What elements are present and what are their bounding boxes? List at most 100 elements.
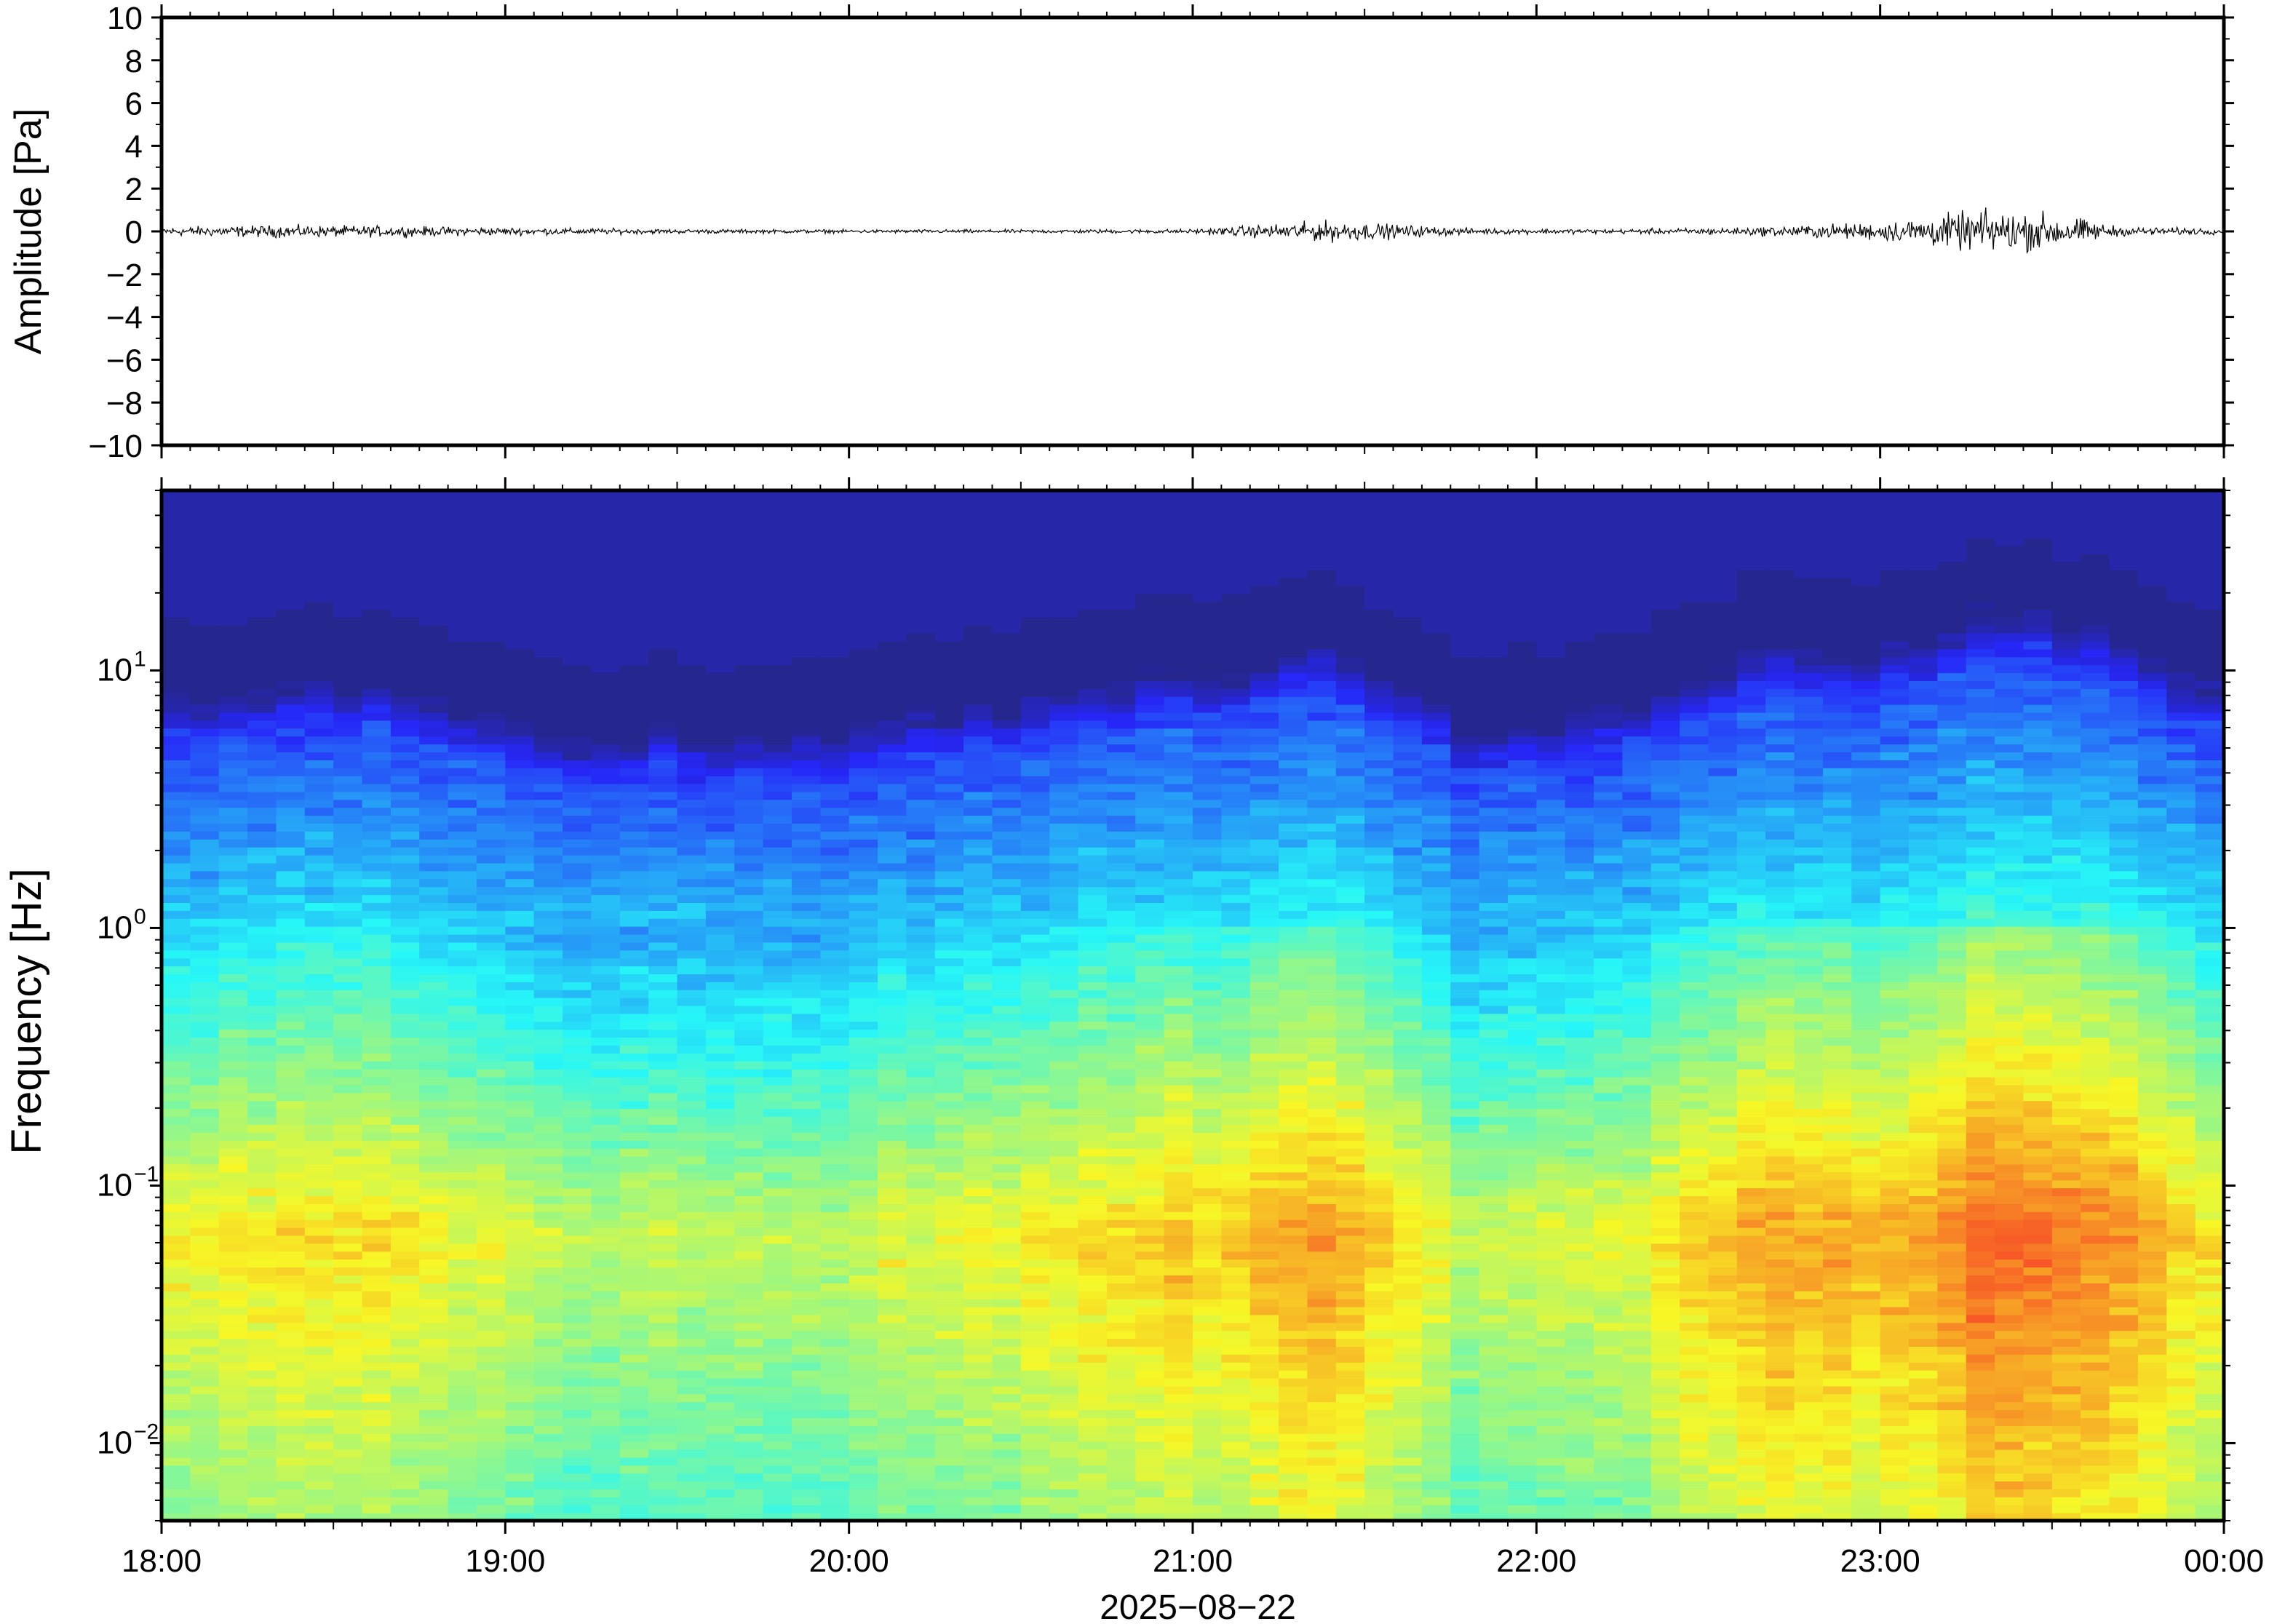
spectrogram-cell xyxy=(333,562,363,570)
spectrogram-cell xyxy=(648,609,678,618)
spectrogram-cell xyxy=(763,1227,792,1236)
spectrogram-cell xyxy=(1020,918,1050,927)
spectrogram-cell xyxy=(563,1306,592,1315)
spectrogram-cell xyxy=(563,1148,592,1157)
spectrogram-cell xyxy=(763,1497,792,1505)
spectrogram-cell xyxy=(591,1100,621,1110)
spectrogram-cell xyxy=(563,982,592,990)
spectrogram-cell xyxy=(276,1227,306,1236)
spectrogram-cell xyxy=(763,1045,792,1054)
spectrogram-cell xyxy=(763,538,792,546)
spectrogram-cell xyxy=(390,1346,420,1355)
spectrogram-cell xyxy=(333,1108,363,1118)
spectrogram-cell xyxy=(934,1338,964,1347)
spectrogram-cell xyxy=(419,1449,449,1458)
spectrogram-cell xyxy=(677,998,707,1006)
spectrogram-cell xyxy=(1221,1362,1251,1371)
spectrogram-cell xyxy=(476,546,506,554)
spectrogram-cell xyxy=(476,990,506,998)
spectrogram-cell xyxy=(705,577,735,586)
spectrogram-cell xyxy=(505,1409,535,1418)
spectrogram-cell xyxy=(878,1077,907,1086)
spectrogram-cell xyxy=(476,1354,506,1363)
spectrogram-cell xyxy=(333,1187,363,1197)
spectrogram-cell xyxy=(533,1100,563,1110)
spectrogram-cell xyxy=(276,1385,306,1395)
spectrogram-cell xyxy=(763,1489,792,1497)
spectrogram-cell xyxy=(1135,990,1165,998)
spectrogram-cell xyxy=(304,1433,334,1442)
spectrogram-cell xyxy=(734,577,764,586)
spectrogram-cell xyxy=(1078,823,1108,832)
spectrogram-cell xyxy=(362,640,392,650)
spectrogram-cell xyxy=(1221,1187,1251,1197)
spectrogram-cell xyxy=(1020,648,1050,658)
spectrogram-cell xyxy=(619,1203,649,1212)
spectrogram-cell xyxy=(247,1417,277,1426)
spectrogram-cell xyxy=(247,1092,277,1102)
spectrogram-cell xyxy=(162,1132,191,1141)
spectrogram-cell xyxy=(705,1362,735,1371)
spectrogram-cell xyxy=(190,1441,220,1450)
spectrogram-cell xyxy=(878,506,907,515)
spectrogram-cell xyxy=(419,1330,449,1340)
spectrogram-cell xyxy=(190,1306,220,1315)
spectrogram-cell xyxy=(1164,1203,1193,1212)
spectrogram-cell xyxy=(1164,601,1193,610)
spectrogram-cell xyxy=(533,640,563,650)
spectrogram-cell xyxy=(362,554,392,562)
spectrogram-cell xyxy=(849,831,878,840)
spectrogram-cell xyxy=(190,1084,220,1094)
spectrogram-cell xyxy=(247,648,277,658)
spectrogram-cell xyxy=(1164,934,1193,943)
spectrogram-cell xyxy=(419,1497,449,1505)
spectrogram-cell xyxy=(1221,1417,1251,1426)
spectrogram-cell xyxy=(849,1417,878,1426)
spectrogram-cell xyxy=(591,1449,621,1458)
spectrogram-cell xyxy=(162,1362,191,1371)
spectrogram-cell xyxy=(763,1211,792,1220)
spectrogram-cell xyxy=(1135,648,1165,658)
spectrogram-cell xyxy=(763,1346,792,1355)
spectrogram-cell xyxy=(476,617,506,626)
spectrogram-cell xyxy=(648,823,678,832)
spectrogram-cell xyxy=(533,1401,563,1411)
spectrogram-cell xyxy=(934,1449,964,1458)
spectrogram-cell xyxy=(304,1306,334,1315)
spectrogram-cell xyxy=(304,704,334,713)
spectrogram-cell xyxy=(190,522,220,531)
spectrogram-cell xyxy=(419,1385,449,1395)
spectrogram-cell xyxy=(390,1006,420,1014)
spectrogram-cell xyxy=(162,1084,191,1094)
spectrogram-cell xyxy=(1106,1084,1136,1094)
spectrogram-cell xyxy=(505,1029,535,1038)
spectrogram-cell xyxy=(820,736,850,745)
spectrogram-cell xyxy=(448,1338,477,1347)
spectrogram-cell xyxy=(849,934,878,943)
spectrogram-cell xyxy=(849,791,878,800)
spectrogram-cell xyxy=(705,1417,735,1426)
spectrogram-cell xyxy=(390,1148,420,1157)
spectrogram-cell xyxy=(362,1291,392,1299)
spectrogram-cell xyxy=(934,791,964,800)
spectrogram-cell xyxy=(791,815,821,824)
spectrogram-cell xyxy=(1135,1267,1165,1275)
spectrogram-cell xyxy=(162,1195,191,1204)
spectrogram-cell xyxy=(849,648,878,658)
spectrogram-cell xyxy=(448,807,477,816)
spectrogram-cell xyxy=(448,1283,477,1291)
spectrogram-cell xyxy=(1106,736,1136,745)
spectrogram-cell xyxy=(476,656,506,666)
spectrogram-cell xyxy=(1078,760,1108,768)
spectrogram-cell xyxy=(791,1267,821,1275)
spectrogram-cell xyxy=(763,1021,792,1030)
spectrogram-cell xyxy=(878,1314,907,1324)
spectrogram-cell xyxy=(791,799,821,808)
spectrogram-cell xyxy=(992,1425,1022,1434)
spectrogram-cell xyxy=(791,640,821,650)
spectrogram-cell xyxy=(849,1393,878,1403)
spectrogram-cell xyxy=(333,1029,363,1038)
spectrogram-cell xyxy=(419,1195,449,1204)
spectrogram-cell xyxy=(276,1275,306,1283)
spectrogram-cell xyxy=(878,1338,907,1347)
